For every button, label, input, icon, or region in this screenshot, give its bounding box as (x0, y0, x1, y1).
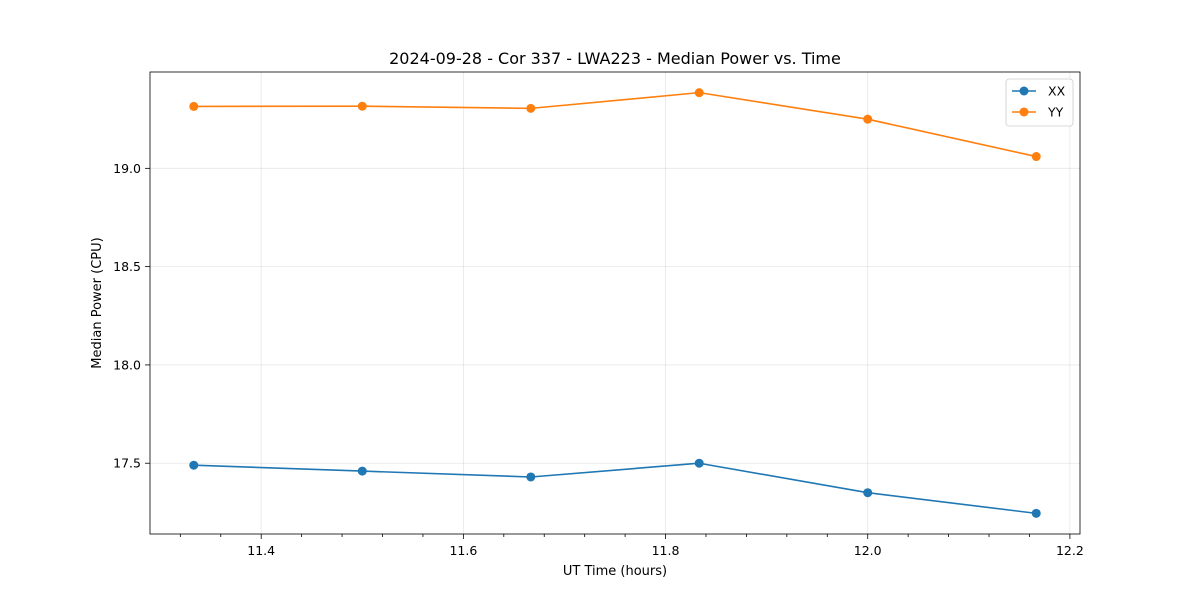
chart-title: 2024-09-28 - Cor 337 - LWA223 - Median P… (389, 49, 841, 68)
data-point-xx (1031, 508, 1041, 518)
data-point-yy (526, 103, 536, 113)
data-point-yy (863, 114, 873, 124)
grid (150, 72, 1080, 534)
legend-marker-xx (1019, 86, 1029, 96)
legend-label-yy: YY (1047, 105, 1064, 120)
legend-marker-yy (1019, 107, 1029, 117)
y-axis: 17.5 18.0 18.5 19.0 (113, 161, 150, 471)
x-tick-label: 11.4 (247, 543, 275, 558)
y-axis-label: Median Power (CPU) (90, 237, 105, 368)
data-point-xx (357, 466, 367, 476)
data-point-xx (863, 488, 873, 498)
legend-label-xx: XX (1048, 84, 1066, 99)
x-tick-label: 12.2 (1056, 543, 1084, 558)
x-tick-label: 12.0 (854, 543, 882, 558)
data-point-yy (357, 101, 367, 111)
series-line-xx (193, 462, 1037, 515)
data-point-yy (694, 88, 704, 98)
legend: XX YY (1005, 78, 1074, 127)
x-axis: 11.4 11.6 11.8 12.0 12.2 (179, 534, 1084, 558)
x-axis-label: UT Time (hours) (563, 564, 667, 579)
y-tick-label: 18.0 (113, 357, 141, 372)
data-point-yy (189, 101, 199, 111)
data-point-xx (694, 458, 704, 468)
y-tick-label: 19.0 (113, 161, 141, 176)
x-tick-label: 11.8 (652, 543, 680, 558)
series-line-yy (193, 91, 1037, 158)
series-layer (189, 88, 1041, 518)
data-point-xx (526, 472, 536, 482)
data-point-xx (189, 460, 199, 470)
y-tick-label: 18.5 (113, 259, 141, 274)
x-tick-label: 11.6 (449, 543, 477, 558)
plot-frame (149, 71, 1081, 535)
y-tick-label: 17.5 (113, 456, 141, 471)
data-point-yy (1031, 152, 1041, 162)
